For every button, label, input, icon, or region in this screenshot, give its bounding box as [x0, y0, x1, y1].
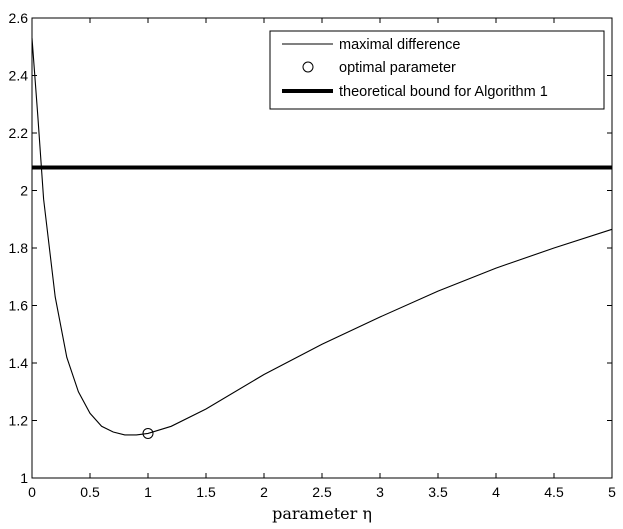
x-tick-label: 3.5: [428, 484, 448, 500]
x-axis-label: parameter η: [272, 504, 372, 523]
x-tick-label: 1: [144, 484, 152, 500]
y-tick-label: 2.4: [9, 68, 29, 84]
x-axis-ticks: 0 0.5 1 1.5 2 2.5 3 3.5 4 4.5 5: [28, 18, 616, 500]
legend-swatch-optimal-parameter: [302, 61, 314, 73]
x-tick-label: 2.5: [312, 484, 332, 500]
x-tick-label: 0.5: [80, 484, 100, 500]
y-tick-label: 1.4: [9, 355, 29, 371]
y-tick-label: 1.2: [9, 413, 29, 429]
x-tick-label: 1.5: [196, 484, 216, 500]
series-layer: [31, 38, 613, 439]
x-tick-label: 0: [28, 484, 36, 500]
x-tick-label: 2: [260, 484, 268, 500]
series-line-maximal-difference: [31, 38, 613, 436]
optimal-parameter-marker: [142, 427, 154, 439]
legend-box: [269, 30, 605, 110]
y-tick-label: 1: [20, 470, 28, 486]
x-tick-label: 4.5: [544, 484, 564, 500]
legend: maximal difference optimal parameter the…: [269, 30, 605, 110]
y-tick-label: 1.8: [9, 240, 29, 256]
y-axis-ticks: 1 1.2 1.4 1.6 1.8 2 2.2 2.4 2.6: [9, 10, 612, 486]
y-tick-label: 2.2: [9, 125, 29, 141]
legend-label-maximal-difference: maximal difference: [339, 37, 460, 53]
y-tick-label: 2: [20, 183, 28, 199]
x-tick-label: 4: [492, 484, 500, 500]
y-tick-label: 1.6: [9, 298, 29, 314]
legend-label-theoretical-bound: theoretical bound for Algorithm 1: [339, 84, 548, 100]
y-tick-label: 2.6: [9, 10, 29, 26]
x-tick-label: 5: [608, 484, 616, 500]
x-tick-label: 3: [376, 484, 384, 500]
legend-label-optimal-parameter: optimal parameter: [339, 60, 456, 76]
